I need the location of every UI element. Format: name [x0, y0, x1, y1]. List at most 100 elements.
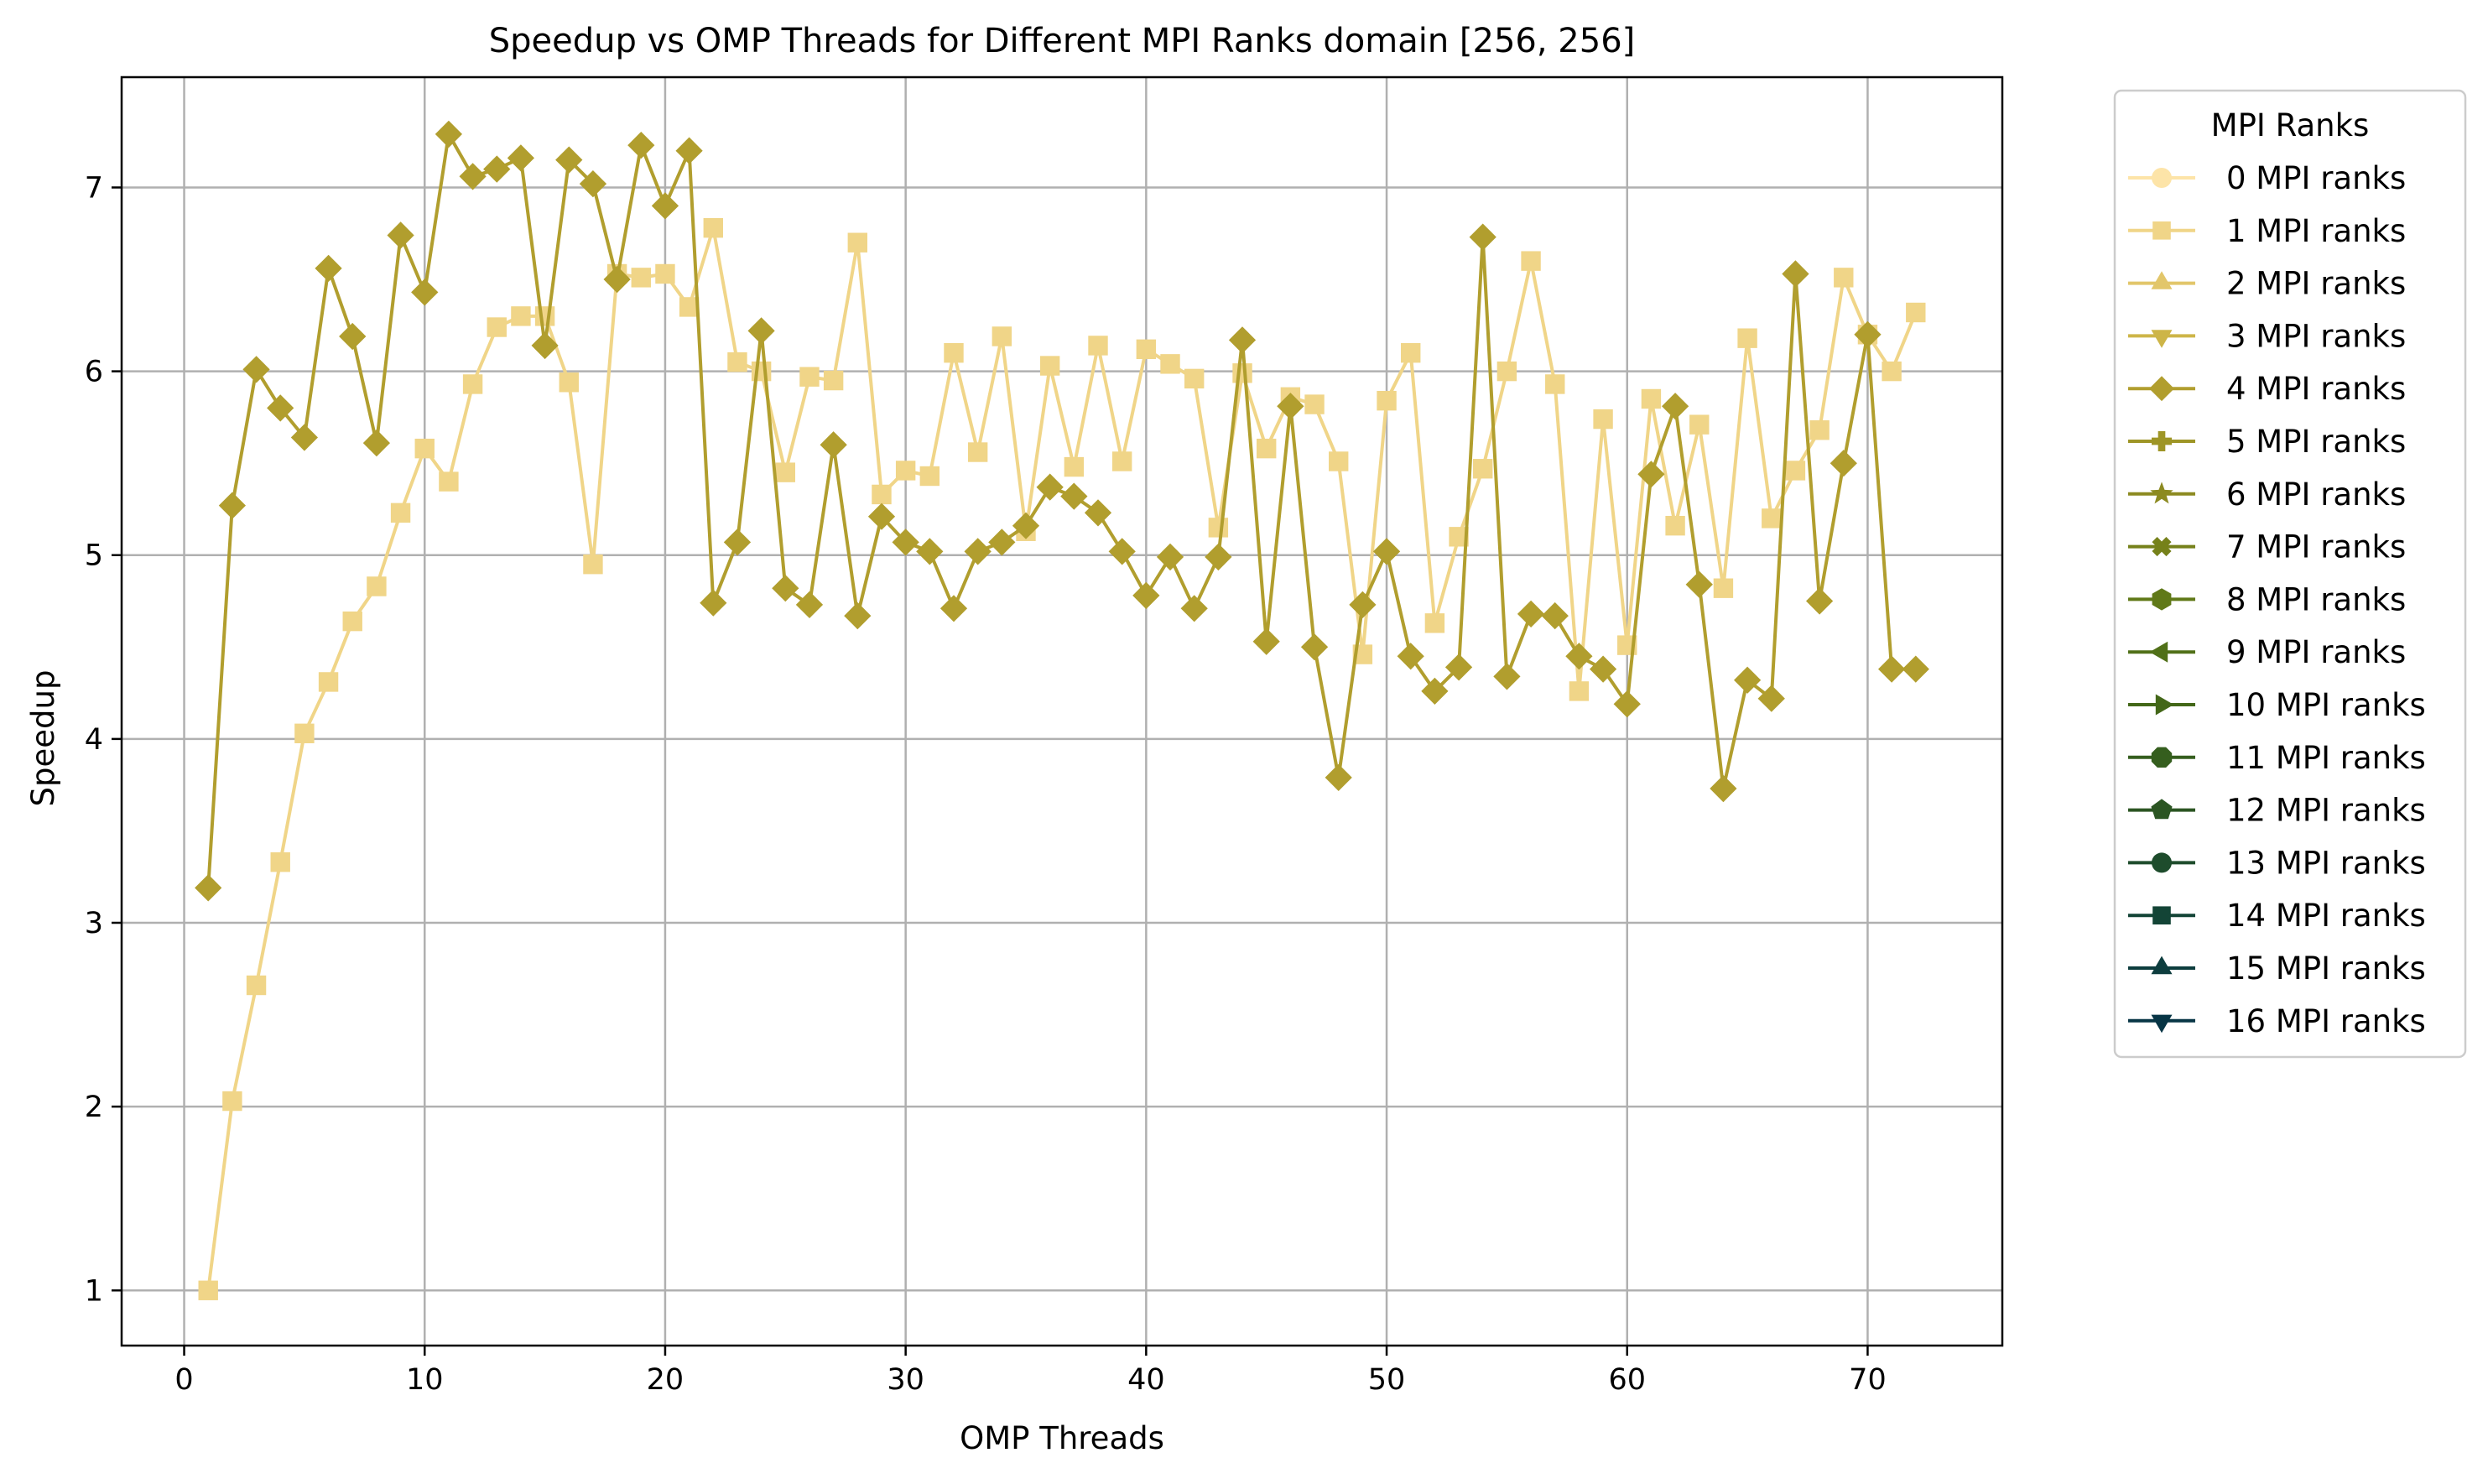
legend-label: 5 MPI ranks — [2226, 424, 2406, 460]
data-point — [1809, 420, 1830, 440]
x-tick-label: 70 — [1849, 1363, 1887, 1397]
data-point — [1593, 409, 1613, 430]
data-point — [655, 263, 675, 284]
data-point — [1180, 595, 1208, 622]
data-point — [1878, 655, 1906, 683]
data-point — [1806, 587, 1834, 615]
data-point — [1762, 508, 1782, 529]
legend-entry: 0 MPI ranks — [2128, 160, 2406, 196]
x-axis-label: OMP Threads — [960, 1420, 1164, 1456]
data-point — [342, 611, 362, 632]
legend-label: 1 MPI ranks — [2226, 213, 2406, 249]
data-point — [1325, 763, 1352, 791]
data-point — [1232, 363, 1252, 383]
data-point — [1421, 677, 1449, 705]
data-point — [1208, 518, 1229, 538]
legend-label: 9 MPI ranks — [2226, 634, 2406, 670]
y-tick-label: 3 — [85, 907, 103, 940]
data-point — [1111, 451, 1132, 471]
data-point — [435, 120, 462, 148]
data-point — [892, 529, 919, 556]
data-point — [1541, 601, 1569, 630]
data-point — [1473, 459, 1493, 479]
data-point — [559, 372, 579, 393]
data-point — [1521, 251, 1541, 271]
data-point — [1469, 223, 1496, 251]
data-point — [195, 874, 222, 902]
data-point — [1449, 527, 1469, 547]
data-point — [747, 317, 775, 345]
data-point — [1737, 328, 1757, 348]
data-point — [218, 492, 246, 519]
data-point — [703, 217, 723, 238]
data-point — [651, 192, 679, 220]
legend-marker — [2151, 1014, 2173, 1034]
data-point — [1902, 655, 1929, 683]
x-tick-label: 60 — [1608, 1363, 1646, 1397]
data-point — [315, 254, 342, 282]
legend-label: 13 MPI ranks — [2226, 845, 2426, 881]
legend-label: 8 MPI ranks — [2226, 581, 2406, 617]
legend-label: 15 MPI ranks — [2226, 950, 2426, 987]
data-point — [992, 326, 1012, 346]
data-point — [1665, 515, 1685, 536]
data-point — [1160, 354, 1180, 374]
data-point — [944, 342, 964, 363]
data-point — [583, 554, 603, 575]
data-point — [242, 356, 270, 383]
data-point — [1228, 326, 1257, 354]
legend-entries: 0 MPI ranks 1 MPI ranks 2 MPI ranks 3 MPI r… — [2128, 160, 2426, 1039]
data-point — [1713, 578, 1734, 598]
data-point — [1256, 438, 1277, 459]
data-point — [1108, 538, 1136, 565]
data-point — [1377, 390, 1397, 411]
data-point — [367, 576, 387, 596]
legend-label: 12 MPI ranks — [2226, 793, 2426, 829]
y-tick-label: 5 — [85, 539, 103, 573]
data-point — [1734, 666, 1762, 694]
data-point — [1569, 681, 1590, 701]
data-point — [988, 529, 1016, 556]
series-4-mpi-ranks — [195, 120, 1929, 902]
data-point — [723, 529, 752, 556]
data-point — [414, 438, 435, 459]
legend-entry: 10 MPI ranks — [2128, 687, 2426, 723]
data-point — [1424, 613, 1445, 633]
y-tick-label: 6 — [85, 356, 103, 389]
data-point — [795, 591, 824, 618]
legend-marker — [2151, 271, 2173, 289]
data-point — [1906, 302, 1926, 323]
data-point — [1036, 473, 1064, 501]
legend-entry: 4 MPI ranks — [2128, 371, 2406, 407]
legend-marker — [2151, 799, 2173, 820]
legend-marker — [2152, 852, 2172, 873]
legend-frame — [2113, 89, 2467, 1059]
data-point — [1689, 414, 1710, 435]
data-point — [1444, 653, 1473, 681]
data-point — [1300, 633, 1329, 661]
legend-label: 3 MPI ranks — [2226, 318, 2406, 354]
data-point — [531, 331, 559, 360]
data-point — [1830, 450, 1857, 477]
data-point — [1685, 570, 1713, 598]
legend-marker — [2151, 747, 2173, 768]
y-axis-label: Speedup — [25, 670, 61, 807]
data-point — [1565, 643, 1593, 670]
legend-entry: 3 MPI ranks — [2128, 318, 2406, 354]
legend-marker — [2152, 431, 2172, 451]
y-tick-label: 2 — [85, 1091, 103, 1124]
x-tick-label: 20 — [647, 1363, 684, 1397]
x-tick-label: 0 — [174, 1363, 193, 1397]
legend-entry: 8 MPI ranks — [2128, 581, 2406, 617]
data-point — [772, 575, 799, 602]
series-layer — [195, 120, 1929, 1300]
data-point — [631, 268, 651, 288]
legend: MPI Ranks 0 MPI ranks 1 MPI ranks 2 MPI ra… — [2113, 89, 2467, 1059]
data-point — [362, 429, 390, 457]
data-point — [318, 672, 339, 692]
plot-area-frame — [120, 76, 2004, 1347]
legend-marker — [2149, 376, 2174, 402]
axis-ticks: 0 10 20 30 40 50 60 70 1 2 3 4 5 6 7 — [85, 171, 1887, 1397]
y-tick-label: 1 — [85, 1274, 103, 1308]
data-point — [1329, 451, 1349, 471]
